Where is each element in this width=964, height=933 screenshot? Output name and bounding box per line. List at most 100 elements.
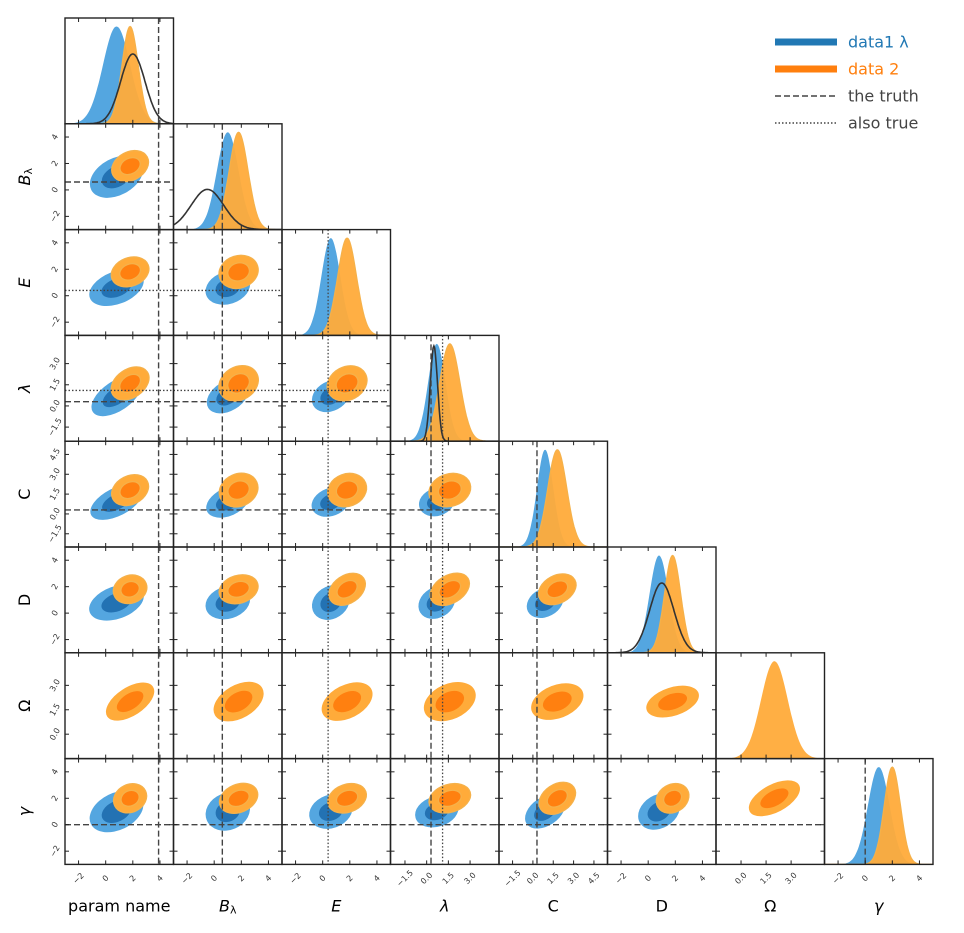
contour-inner-1 [116,691,144,713]
contour-inner-1 [336,790,358,807]
marginal-1 [499,449,608,547]
y-tick-label: 1.5 [48,486,62,502]
legend-item-2: the truth [775,87,919,106]
axis-label-C: C [15,489,34,500]
contour-inner-1 [546,580,568,598]
x-tick-label: 0 [643,873,653,883]
axis-label-D: D [15,594,34,606]
contour-inner-1 [336,480,358,500]
panel-G-A [64,757,175,866]
y-tick-label: 2 [50,265,60,274]
contour-inner-1 [227,581,250,598]
contour-outline [326,365,368,402]
contour-outline [437,789,462,807]
contour-outline [546,580,569,599]
panel-E-B [172,228,283,337]
x-tick-label: 4 [372,873,382,883]
contour-outline [336,579,358,599]
legend-item-1: data 2 [775,60,899,79]
x-tick-label: −2 [831,871,846,886]
marginal-0 [402,343,471,442]
panel-G-D [606,757,717,866]
contour-outline [227,372,251,394]
contour-outline [428,472,472,508]
panel-L-L [389,334,500,442]
panel-O-E [281,652,392,760]
panel-D-L [389,546,500,654]
panel-G-E [281,757,392,866]
contour-outline [119,480,141,500]
contour-outline [119,373,142,394]
contour-outline [437,480,462,500]
y-tick-label: 1.5 [48,377,62,393]
y-tick-label: 0.0 [48,726,62,742]
x-tick-label: 0.0 [525,871,540,886]
panel-O-B [172,652,283,760]
contour-outline [227,580,251,598]
y-tick-label: −1.5 [46,416,64,437]
x-tick-label: 0 [860,873,870,883]
panel-D-A [64,546,175,654]
axis-label-B: Bλ [15,167,36,185]
contour-outline [655,782,690,814]
panel-G-B [172,757,283,866]
axis-label-E: E [331,896,342,915]
panel-L-E [281,334,392,442]
x-tick-label: 4 [914,873,924,883]
y-tick-label: 3.0 [48,356,62,372]
contour-inner-1 [760,788,789,809]
contour-outline [227,480,250,501]
contour-inner-1 [336,373,359,394]
y-tick-label: 4 [50,767,60,776]
y-tick-label: 0 [50,185,60,194]
contour-outline [335,480,359,500]
contour-inner-1 [542,691,572,712]
y-tick-label: −2 [48,315,62,330]
legend-item-0: data1 λ [775,33,909,52]
contour-inner-1 [333,691,362,713]
contour-outline [120,789,140,807]
x-tick-label: −2 [614,871,629,886]
axis-label-E: E [15,277,34,288]
marginal-1 [65,26,174,124]
contour-outline [119,263,142,281]
legend-label: the truth [848,87,919,106]
marginal-outline [390,343,499,442]
y-tick-label: 4.5 [48,447,62,463]
panel-E-E [281,228,392,337]
x-tick-label: 0 [318,873,328,883]
legend-label: data1 λ [848,33,909,52]
marginal-1 [716,661,825,759]
marginal-1 [607,555,716,653]
contour-outline [112,574,148,605]
panel-O-D [606,652,717,760]
axis-label-G: γ [874,896,885,915]
y-tick-label: 0 [50,609,60,618]
x-tick-label: 4 [697,873,707,883]
contour-outline [538,781,577,815]
x-tick-label: 2 [345,873,355,883]
y-tick-label: 0.0 [48,506,62,522]
axis-label-B: Bλ [219,896,237,917]
axis-label-C: C [548,896,559,915]
x-tick-label: 0 [101,873,111,883]
contour-outline [218,472,259,508]
panel-A-A [64,17,175,125]
x-tick-label: 1.5 [546,871,561,886]
y-tick-label: 4 [50,133,60,142]
panel-G-L [389,757,500,866]
contour-inner-1 [337,580,358,599]
contour-outline [546,788,569,808]
contour-outline [110,256,150,288]
x-tick-label: 2 [128,873,138,883]
contour-inner-1 [119,374,141,393]
axis-label-O: Ω [15,700,34,712]
marginal-0 [65,26,174,124]
y-tick-label: 4 [50,556,60,565]
contour-outline [218,574,259,605]
x-tick-label: −2 [180,871,195,886]
contour-outline [662,789,683,808]
panel-B-A [64,123,175,231]
marginal-0 [607,555,716,653]
